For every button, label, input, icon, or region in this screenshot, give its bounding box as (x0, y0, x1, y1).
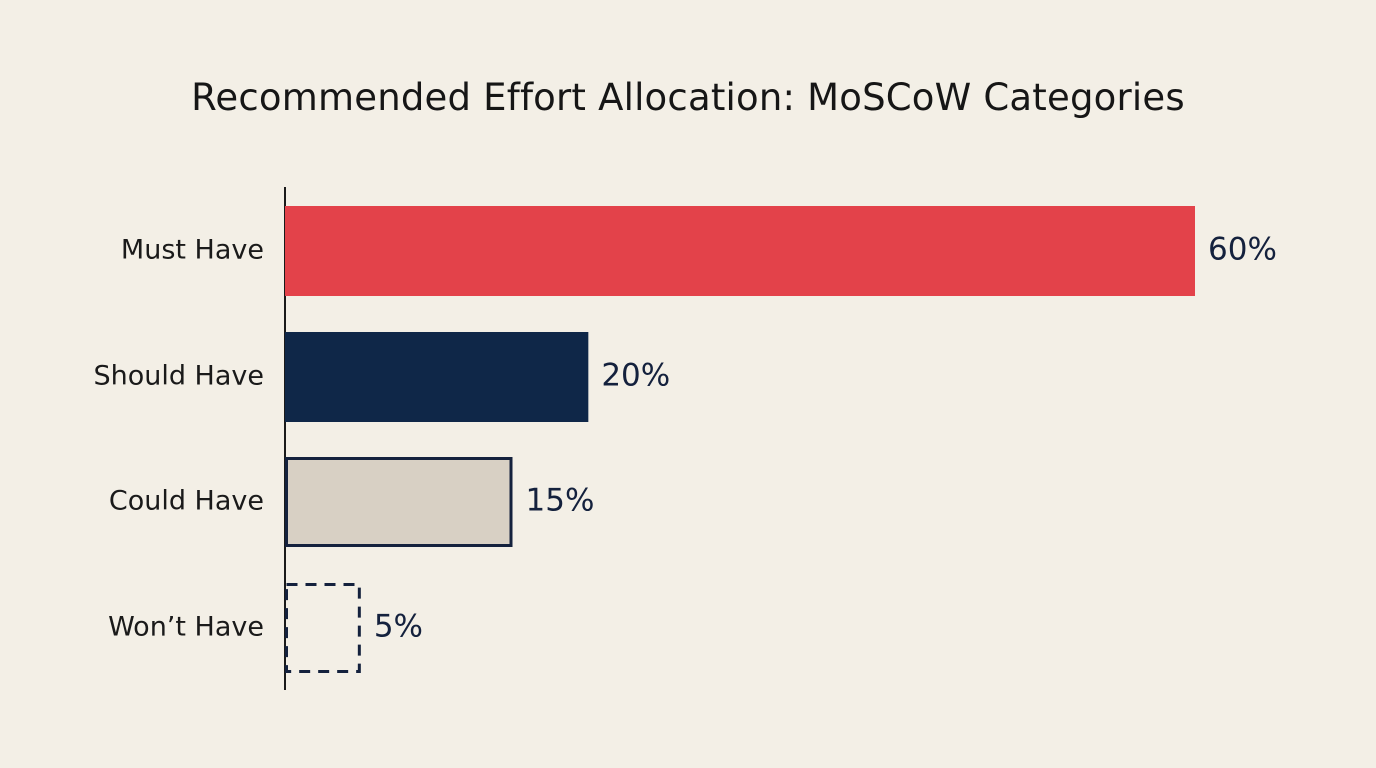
value-label-should-have: 20% (601, 358, 670, 394)
value-label-won-t-have: 5% (374, 609, 423, 645)
value-label-must-have: 60% (1208, 232, 1277, 268)
bar-must-have (285, 206, 1195, 296)
bar-could-have (285, 457, 513, 547)
chart-title: Recommended Effort Allocation: MoSCoW Ca… (191, 76, 1185, 119)
category-label-must-have: Must Have (121, 235, 264, 266)
bars-group: Must Have 60% Should Have 20% Could Have 15% W… (93, 206, 1277, 673)
bar-won-t-have (285, 583, 361, 673)
bar-should-have (285, 332, 589, 422)
category-label-should-have: Should Have (93, 361, 264, 392)
value-label-could-have: 15% (526, 483, 595, 519)
category-label-could-have: Could Have (109, 486, 264, 517)
category-label-won-t-have: Won’t Have (108, 612, 264, 643)
